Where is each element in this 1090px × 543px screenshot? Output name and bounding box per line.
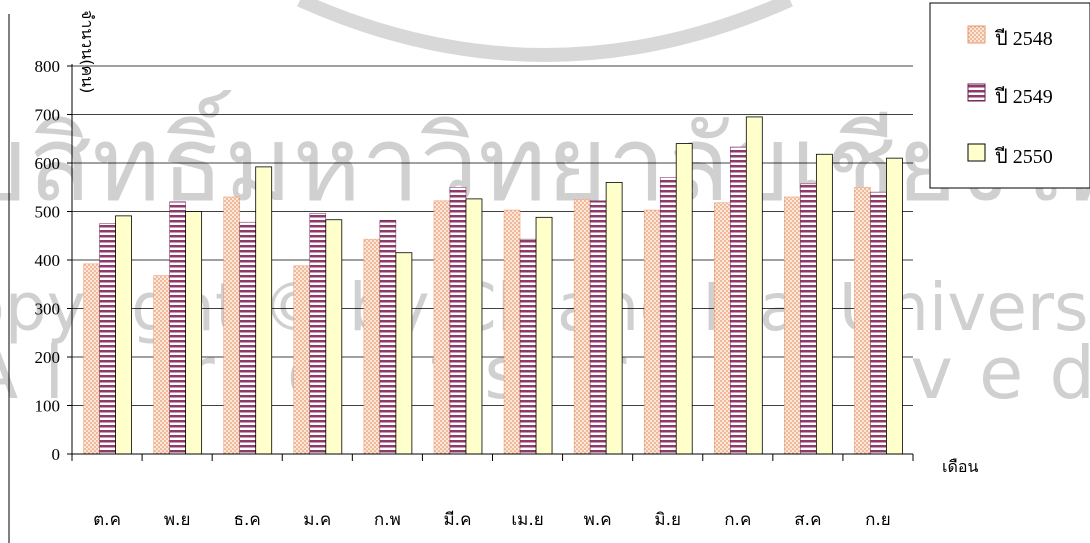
y-tick-label: 500 [35,203,61,222]
y-tick-label: 100 [35,397,61,416]
bar-3 [465,198,483,455]
bar-3 [185,211,203,455]
bar-1 [503,209,521,455]
bar-1 [433,200,451,455]
bar-3 [675,143,693,455]
x-category-labels: ต.ค พ.ย ธ.ค ม.ค ก.พ มี.ค เม.ย พ.ค มิ.ย ก.ค ส.ค ก.ย [93,510,891,530]
x-category-label: ต.ค [93,510,121,530]
x-category-label: ก.ค [724,510,751,530]
bar-2 [870,191,887,455]
legend-swatch [967,83,986,102]
x-category-label: ก.ย [865,510,891,530]
bar-1 [573,199,591,455]
x-category-label: มี.ค [443,510,471,530]
legend-item-1: ปี 2548 [967,25,1053,50]
bar-1 [223,196,240,455]
legend-label: ปี 2549 [995,86,1053,108]
bar-2 [800,183,817,455]
legend-swatch [967,143,986,162]
y-tick-labels: 0 100 200 300 400 500 600 700 800 [35,57,61,464]
legend-item-3: ปี 2550 [967,143,1053,168]
bars-layer [83,116,903,455]
x-category-label: ธ.ค [234,510,261,530]
legend-item-2: ปี 2549 [967,83,1053,108]
bar-1 [643,209,661,455]
legend-box [929,2,1090,189]
bar-3 [605,181,623,455]
bar-3 [115,215,132,455]
bar-1 [293,265,311,455]
x-category-label: พ.ย [164,510,191,530]
y-tick-label: 800 [35,57,61,76]
bar-1 [83,263,100,455]
legend-swatch [967,25,986,44]
y-tick-label: 600 [35,154,61,173]
bar-3 [886,157,903,455]
bar-2 [309,213,327,455]
legend-label: ปี 2550 [995,146,1053,168]
y-tick-label: 700 [35,106,61,125]
bar-3 [395,252,413,455]
bar-1 [153,275,170,455]
legend: ปี 2548 ปี 2549 ปี 2550 [929,2,1090,189]
bar-3 [255,166,273,455]
bar-1 [784,196,801,455]
bar-2 [659,177,677,455]
watermark-line-1: ลิขสิทธิ์มหาวิทยาลัยเชียงใหม่ [0,90,1090,225]
bar-2 [730,146,747,455]
legend-label: ปี 2548 [995,28,1053,50]
x-axis-title: เดือน [942,457,978,476]
y-tick-label: 400 [35,251,61,270]
axes-layer [67,64,914,461]
watermark-seal [297,0,793,62]
bar-3 [745,116,763,455]
y-tick-label: 0 [52,445,61,464]
bar-3 [535,216,553,455]
x-category-label: ส.ค [794,510,821,530]
x-category-label: ม.ค [303,510,331,530]
bar-1 [363,238,381,455]
bar-2 [239,221,256,455]
x-category-label: พ.ค [584,510,612,530]
bar-1 [714,202,731,455]
y-tick-label: 200 [35,348,61,367]
bar-3 [325,219,343,455]
bar-1 [854,187,871,455]
gridlines [72,65,913,406]
bar-3 [815,153,833,455]
bar-2 [99,223,116,455]
y-tick-label: 300 [35,300,61,319]
x-category-label: มิ.ย [654,510,681,530]
bar-2 [519,238,537,455]
bar-2 [169,201,186,455]
bar-2 [379,219,397,455]
x-category-label: เม.ย [511,510,543,530]
bar-2 [449,187,467,455]
bar-2 [589,200,607,455]
y-axis-title: จำนวน(คน) [78,10,97,93]
x-category-label: ก.พ [374,510,401,530]
